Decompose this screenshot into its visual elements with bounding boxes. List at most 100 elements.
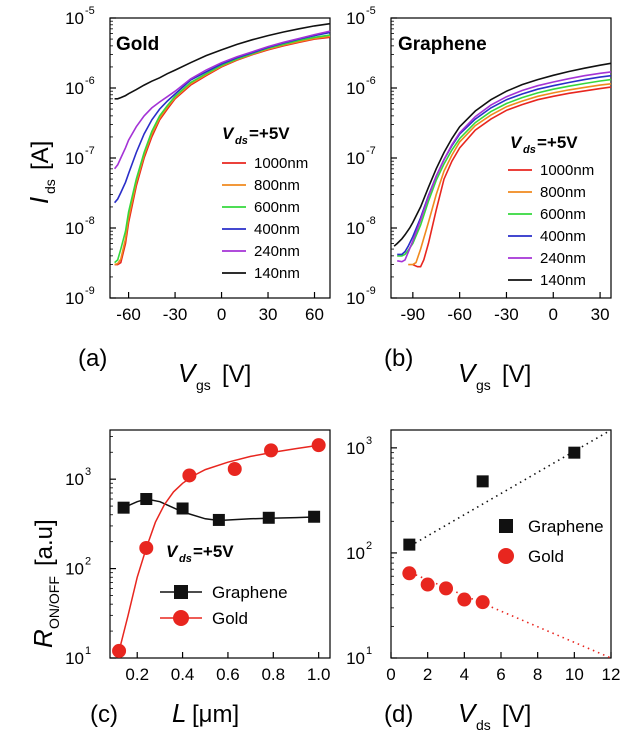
y-tick-label: 10 [65,470,84,489]
x-tick-label: -60 [447,305,472,324]
x-tick-label: 0 [549,305,558,324]
data-point-Gold [112,643,127,658]
legend-marker-Graphene [499,519,513,533]
legend-label-1000nm: 1000nm [254,155,308,172]
legend-title: V ds =+5V [222,124,290,147]
legend-title-rest: =+5V [193,542,234,561]
y-tick-label: 10 [346,9,365,28]
y-tick-label: 10 [346,544,365,563]
series-line-140nm [114,22,331,100]
x-tick-label: 0.6 [216,665,240,684]
data-point-Gold [182,468,197,483]
data-point-Graphene [212,513,225,526]
x-axis-label: V ds [V] [458,698,531,733]
x-tick-label: 6 [496,665,505,684]
y-tick-label: 10 [65,9,84,28]
x-tick-label: -30 [494,305,519,324]
y-tick-exponent: -6 [85,75,95,87]
xlabel-main: V [178,358,198,388]
y-tick-label: 10 [65,649,84,668]
y-tick-exponent: 2 [85,556,91,568]
data-point-Gold [227,461,242,476]
legend-title: V ds =+5V [510,133,578,156]
y-tick-exponent: 2 [366,540,372,552]
legend: Graphene Gold [160,583,288,628]
legend-label-400nm: 400nm [254,221,300,238]
panel-label: (d) [384,701,413,728]
data-point-Gold [439,581,453,596]
series-line-240nm [397,71,612,263]
panel-label: (a) [78,345,107,372]
data-point-Gold [420,577,435,592]
legend-title-rest: =+5V [537,133,578,152]
legend-label-800nm: 800nm [254,177,300,194]
y-tick-exponent: -5 [85,5,95,17]
legend: 1000nm 800nm 600nm 400nm 240nm 140nm [222,155,308,282]
x-tick-label: 10 [565,665,584,684]
plot-frame [390,429,612,659]
data-point-Graphene [176,502,189,515]
legend-label-240nm: 240nm [254,243,300,260]
y-tick-exponent: 1 [85,645,91,657]
ylabel-main: R [28,629,58,648]
legend-title: V ds =+5V [166,542,234,565]
x-axis-label: L [μm] [172,698,239,728]
x-tick-label: 0 [217,305,226,324]
y-tick-label: 10 [65,560,84,579]
x-axis-label: V gs [V] [178,358,251,393]
y-tick-exponent: -5 [366,5,376,17]
series-group [393,62,612,268]
y-tick-label: 10 [65,289,84,308]
legend-label-600nm: 600nm [254,199,300,216]
y-axis-label: I ds [A] [24,141,58,204]
y-tick-exponent: -8 [366,215,376,227]
trend-line-Graphene [405,429,612,550]
y-axis-label: R ON/OFF [a.u] [28,519,62,648]
x-tick-label: 0.8 [261,665,285,684]
y-tick-label: 10 [346,219,365,238]
ylabel-sub: ds [42,179,58,194]
x-tick-label: 0 [386,665,395,684]
panel-title: Graphene [398,34,487,55]
xlabel-sub: gs [476,377,491,393]
y-tick-label: 10 [65,79,84,98]
x-tick-label: 0.2 [125,665,149,684]
legend-marker-Graphene [174,585,188,599]
legend-marker-Gold [498,548,514,564]
data-point-Gold [264,443,279,458]
xlabel-sub: gs [196,377,211,393]
y-tick-label: 10 [346,649,365,668]
plot-frame [109,429,331,659]
data-point-Graphene [476,475,489,488]
data-point-Graphene [117,501,130,514]
x-tick-label: 30 [259,305,278,324]
trend-line-Gold [405,569,612,659]
panel-label: (b) [384,345,413,372]
series-group [112,438,326,658]
series-line-140nm [393,62,612,247]
y-tick-exponent: -9 [85,285,95,297]
series-line-800nm [408,83,612,266]
legend-label-Gold: Gold [528,547,564,566]
xlabel-unit: [μm] [192,701,239,728]
y-tick-label: 10 [65,219,84,238]
y-tick-label: 10 [346,149,365,168]
ylabel-sub: ON/OFF [46,576,62,629]
panel-title: Gold [116,34,159,55]
legend-label-140nm: 140nm [254,265,300,282]
legend-title-main: V [222,124,235,143]
series-group [402,429,612,659]
xlabel-sub: ds [476,717,491,733]
y-tick-label: 10 [346,79,365,98]
x-tick-label: 0.4 [171,665,195,684]
y-tick-exponent: 3 [85,466,91,478]
legend-label-140nm: 140nm [540,272,586,289]
data-point-Gold [457,592,472,607]
legend: Graphene Gold [498,517,604,566]
x-axis-label: V gs [V] [458,358,531,393]
legend-label-Graphene: Graphene [212,583,288,602]
legend-label-1000nm: 1000nm [540,162,594,179]
